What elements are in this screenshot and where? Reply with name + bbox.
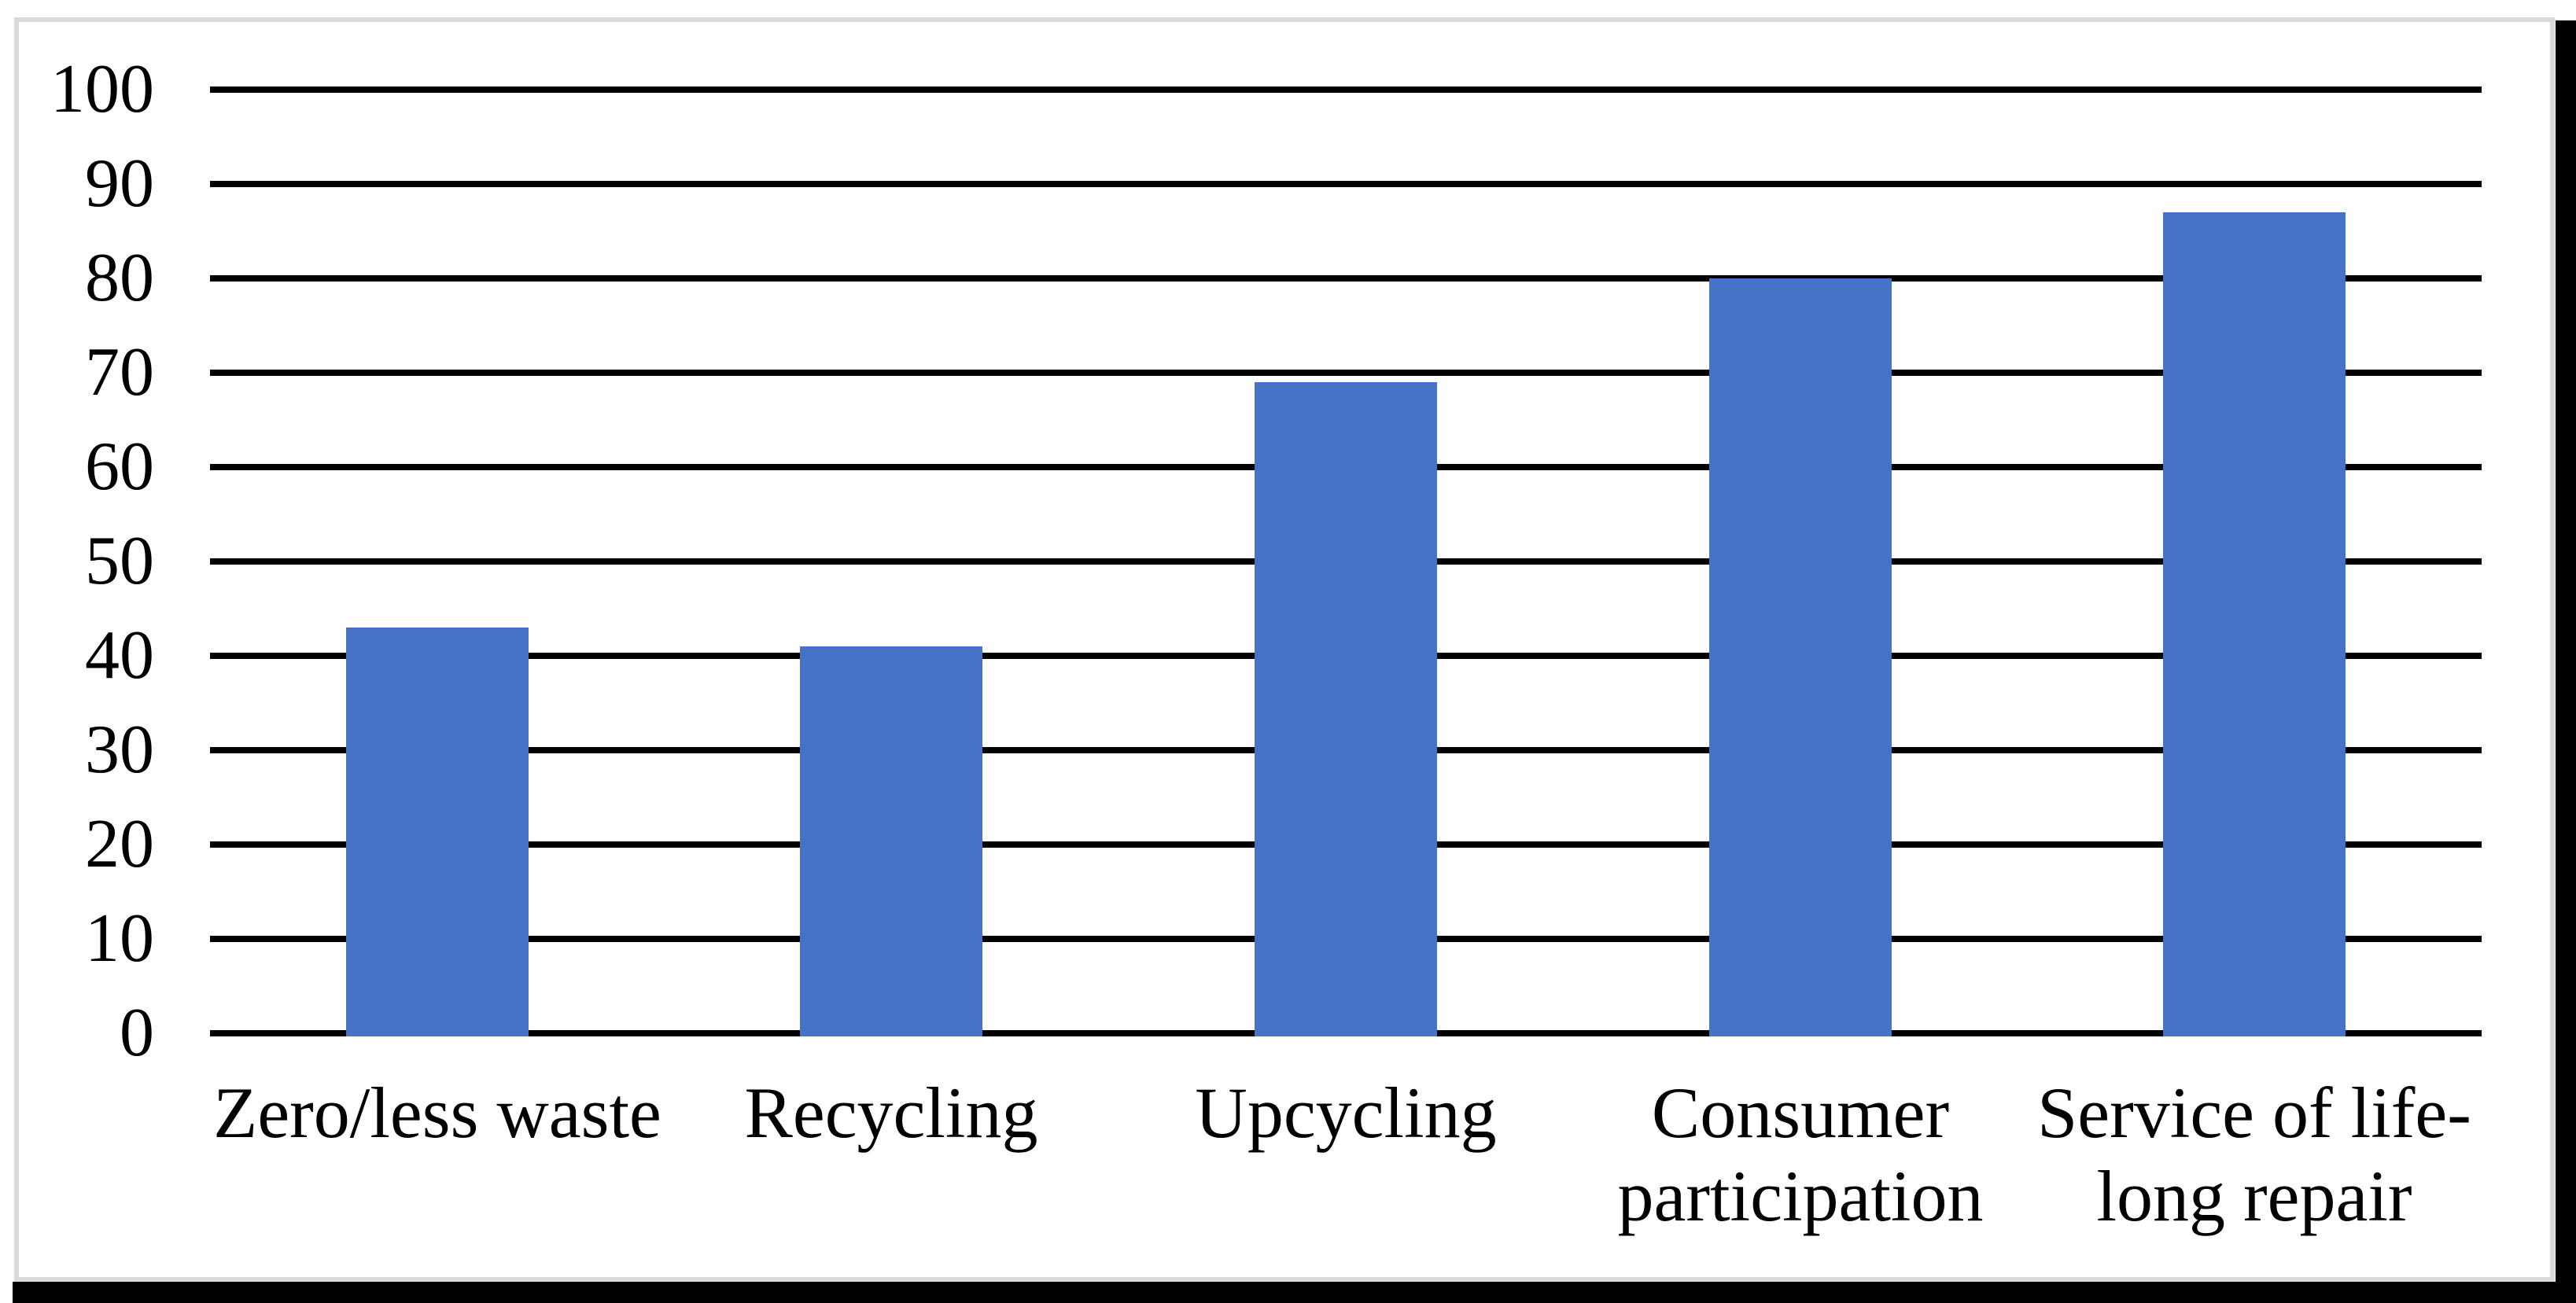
y-tick-label-50: 50 [85,523,154,599]
frame-shadow-bottom [13,1282,2576,1303]
gridline-90 [210,181,2482,187]
bar-upcycling [1255,382,1437,1036]
plot-area [210,86,2482,1036]
y-tick-label-90: 90 [85,145,154,222]
bar-consumer-participation [1709,278,1892,1036]
gridline-80 [210,275,2482,282]
bar-recycling [800,646,982,1036]
gridline-70 [210,370,2482,376]
y-tick-label-10: 10 [85,900,154,977]
y-tick-label-60: 60 [85,429,154,505]
y-tick-label-100: 100 [50,51,154,127]
bar-zero-less-waste [346,628,529,1036]
x-category-label-service-of-life-long-repair: Service of life-long repair [2037,1073,2471,1236]
frame-shadow-right [2556,20,2576,1303]
y-tick-label-0: 0 [120,995,154,1071]
y-tick-label-80: 80 [85,240,154,316]
gridline-100 [210,86,2482,93]
x-category-label-consumer-participation: Consumer participation [1617,1073,1984,1236]
y-tick-label-20: 20 [85,806,154,882]
y-tick-label-40: 40 [85,617,154,694]
x-category-label-upcycling: Upcycling [1195,1073,1497,1153]
bar-service-of-life-long-repair [2163,212,2346,1036]
x-category-label-zero-less-waste: Zero/less waste [213,1073,662,1153]
x-category-label-recycling: Recycling [744,1073,1038,1153]
y-tick-label-30: 30 [85,712,154,788]
y-tick-label-70: 70 [85,334,154,410]
